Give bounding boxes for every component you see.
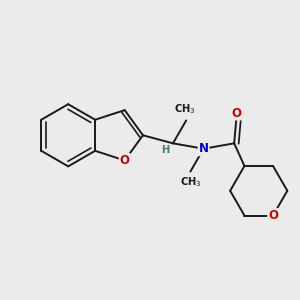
Text: CH$_3$: CH$_3$ xyxy=(179,175,201,189)
Text: O: O xyxy=(120,154,130,167)
Text: CH$_3$: CH$_3$ xyxy=(175,103,196,116)
Text: O: O xyxy=(231,106,242,119)
Text: N: N xyxy=(199,142,208,155)
Text: H: H xyxy=(161,145,169,155)
Text: O: O xyxy=(268,209,278,222)
